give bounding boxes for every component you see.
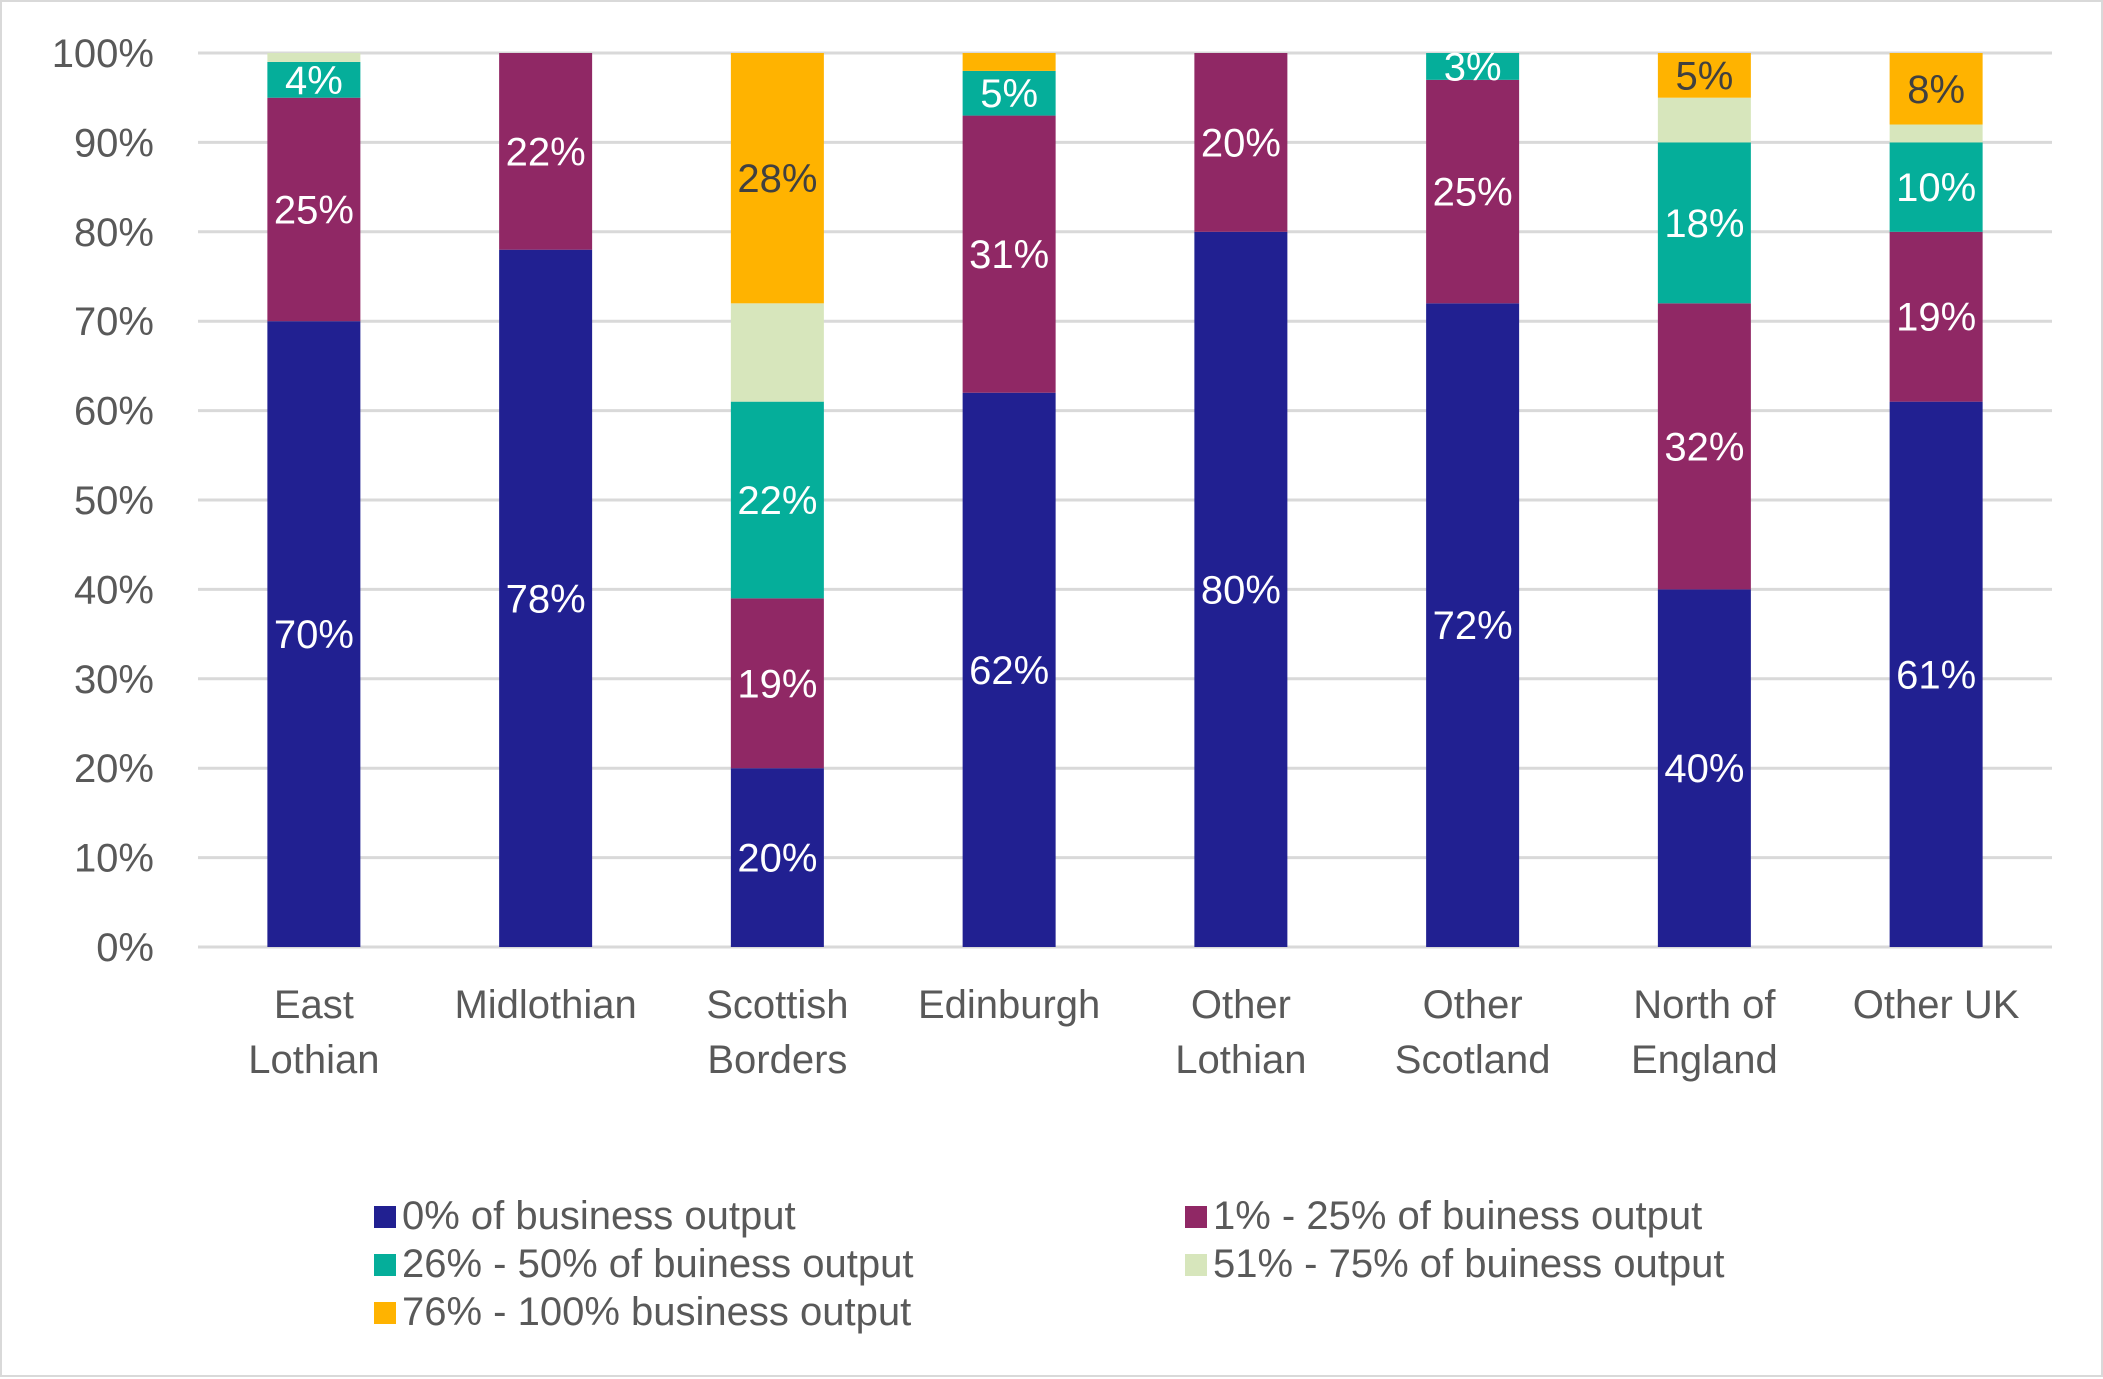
bar-segment	[730, 768, 824, 947]
legend-label: 51% - 75% of buiness output	[1213, 1242, 1724, 1286]
data-label: 22%	[737, 479, 817, 523]
y-tick-label: 0%	[96, 926, 154, 970]
legend-swatch	[374, 1206, 396, 1228]
y-tick-label: 70%	[74, 300, 154, 344]
bar-segment	[730, 401, 824, 599]
bar-segment	[1657, 53, 1751, 98]
bar-segment	[267, 321, 361, 947]
bar-segment	[499, 53, 593, 250]
bar-segment	[730, 598, 824, 769]
data-label: 25%	[274, 188, 354, 232]
y-tick-label: 60%	[74, 390, 154, 434]
legend-swatch	[1185, 1254, 1207, 1276]
data-label: 78%	[506, 577, 586, 621]
y-tick-label: 50%	[74, 479, 154, 523]
bar-segment	[1657, 589, 1751, 947]
data-label: 4%	[285, 59, 343, 103]
bar-segment	[962, 392, 1056, 948]
data-label: 72%	[1433, 604, 1513, 648]
bar-segment	[267, 53, 361, 62]
bar-segment	[1426, 53, 1520, 80]
bar-segment	[1657, 303, 1751, 590]
data-label: 31%	[969, 233, 1049, 277]
x-category-label: Scottish	[706, 983, 848, 1027]
bar-segment	[1194, 231, 1288, 948]
y-tick-label: 80%	[74, 211, 154, 255]
y-axis-ticks: 0% 10% 20% 30% 40% 50% 60% 70% 80% 90% 100%	[52, 32, 154, 970]
legend-swatch	[374, 1302, 396, 1324]
bar-segment	[1194, 53, 1288, 232]
bar-segment	[267, 61, 361, 98]
data-label: 5%	[1675, 54, 1733, 98]
legend: 0% of business output 1% - 25% of buiness…	[374, 1194, 1724, 1334]
x-category-label: Scotland	[1395, 1038, 1551, 1082]
bar-segment	[962, 115, 1056, 393]
bar-segment	[730, 303, 824, 402]
data-label: 32%	[1664, 425, 1744, 469]
bar-segment	[1426, 303, 1520, 947]
data-label: 3%	[1444, 45, 1502, 89]
x-category-label: Other UK	[1853, 983, 2020, 1027]
gridlines	[198, 51, 2052, 949]
bar-segment	[1657, 142, 1751, 304]
data-label: 10%	[1896, 166, 1976, 210]
y-tick-label: 100%	[52, 32, 154, 76]
bar-segment	[499, 249, 593, 947]
data-label: 5%	[980, 72, 1038, 116]
data-label: 22%	[506, 130, 586, 174]
x-category-label: Borders	[707, 1038, 847, 1082]
bar-segment	[1889, 231, 1983, 402]
legend-label: 1% - 25% of buiness output	[1213, 1194, 1702, 1238]
legend-swatch	[374, 1254, 396, 1276]
data-label: 19%	[737, 662, 817, 706]
bar-segment	[962, 70, 1056, 116]
bar-segment	[962, 53, 1056, 71]
y-tick-label: 90%	[74, 121, 154, 165]
data-labels: 70% 25% 4% 78% 22% 20% 19% 22% 28% 62% 31% 5% 80% 20%…	[274, 45, 1976, 880]
bar-segment	[1889, 53, 1983, 125]
x-category-label: Midlothian	[454, 983, 636, 1027]
legend-label: 0% of business output	[402, 1194, 796, 1238]
data-label: 70%	[274, 613, 354, 657]
data-label: 20%	[1201, 121, 1281, 165]
data-label: 28%	[737, 157, 817, 201]
data-label: 62%	[969, 649, 1049, 693]
x-category-label: Other	[1191, 983, 1291, 1027]
data-label: 20%	[737, 837, 817, 881]
legend-label: 26% - 50% of buiness output	[402, 1242, 913, 1286]
data-label: 8%	[1907, 68, 1965, 112]
data-label: 19%	[1896, 296, 1976, 340]
x-category-label: Edinburgh	[918, 983, 1100, 1027]
data-label: 18%	[1664, 202, 1744, 246]
x-category-label: East	[274, 983, 354, 1027]
bar-segment	[1889, 124, 1983, 143]
legend-swatch	[1185, 1206, 1207, 1228]
x-category-label: England	[1631, 1038, 1778, 1082]
bar-segment	[267, 97, 361, 322]
x-axis-categories: East Lothian Midlothian Scottish Borders Edin…	[248, 983, 2020, 1082]
legend-label: 76% - 100% business output	[402, 1290, 911, 1334]
bar-segment	[1889, 401, 1983, 947]
y-tick-label: 20%	[74, 747, 154, 791]
x-category-label: Other	[1423, 983, 1523, 1027]
bar-segment	[1889, 142, 1983, 232]
bars	[267, 53, 1983, 948]
bar-segment	[1426, 79, 1520, 304]
data-label: 40%	[1664, 747, 1744, 791]
y-tick-label: 10%	[74, 837, 154, 881]
bar-segment	[730, 53, 824, 304]
data-label: 80%	[1201, 568, 1281, 612]
data-label: 25%	[1433, 171, 1513, 215]
x-category-label: North of	[1633, 983, 1776, 1027]
x-category-label: Lothian	[248, 1038, 379, 1082]
data-label: 61%	[1896, 653, 1976, 697]
y-tick-label: 30%	[74, 658, 154, 702]
y-tick-label: 40%	[74, 568, 154, 612]
x-category-label: Lothian	[1175, 1038, 1306, 1082]
bar-segment	[1657, 97, 1751, 143]
